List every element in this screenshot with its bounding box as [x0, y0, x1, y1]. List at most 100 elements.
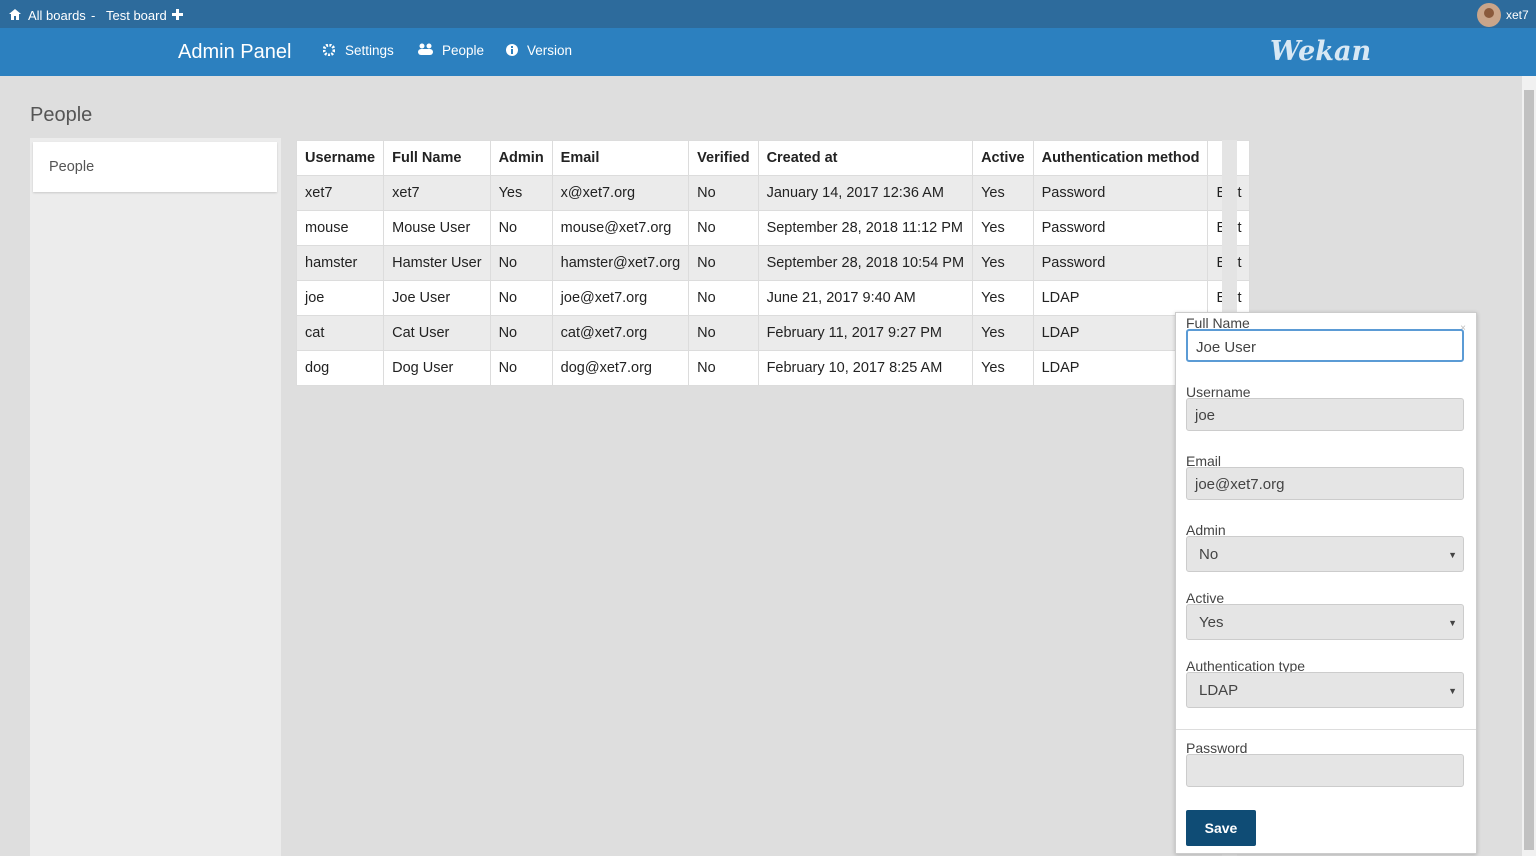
nav-link[interactable]: All boards — [28, 8, 86, 23]
table-cell: dog@xet7.org — [551, 350, 690, 386]
column-header: Verified — [688, 140, 759, 176]
scrollbar — [1522, 76, 1536, 856]
avatar[interactable] — [1477, 3, 1501, 27]
table-cell: cat@xet7.org — [551, 315, 690, 351]
header: Admin Panel Settings People Version Weka… — [0, 28, 1536, 76]
edit-user-popup: × Full Name Joe User Username joe Email joe@x… — [1175, 312, 1477, 854]
close[interactable]: × — [1460, 323, 1466, 334]
table-cell: No — [688, 175, 759, 211]
home-icon — [9, 9, 21, 20]
header-title: Admin Panel — [178, 41, 292, 63]
table-cell: xet7 — [295, 175, 385, 211]
column-header: Active — [972, 140, 1034, 176]
table-cell: x@xet7.org — [551, 175, 690, 211]
column-header: Created at — [757, 140, 974, 176]
column-header: Full Name — [383, 140, 491, 176]
text-input[interactable] — [1186, 754, 1464, 787]
table-cell: xet7 — [383, 175, 491, 211]
column-header: Admin — [489, 140, 553, 176]
table-cell: No — [489, 350, 553, 386]
nav-people[interactable]: People — [442, 43, 485, 58]
separator: - — [91, 8, 96, 23]
field-label: Active — [1186, 590, 1225, 606]
column-header: Authentication method — [1032, 140, 1209, 176]
table-row: cat Cat User No cat@xet7.org No February 11, … — [295, 315, 1251, 351]
table-cell: joe — [295, 280, 385, 316]
nav-version[interactable]: Version — [527, 43, 573, 58]
table-cell: Yes — [972, 280, 1034, 316]
table-cell: February 11, 2017 9:27 PM — [757, 315, 974, 351]
logo: Wekan — [1270, 36, 1372, 67]
field-label: Email — [1186, 453, 1222, 469]
field-label: Username — [1186, 384, 1251, 400]
field-label: Password — [1186, 740, 1248, 756]
sidebar: People — [30, 138, 281, 856]
dropdown-arrow: ▼ — [1448, 550, 1457, 560]
table-cell: No — [688, 350, 759, 386]
dropdown-arrow: ▼ — [1448, 686, 1457, 696]
sidebar-item[interactable]: People — [33, 142, 277, 192]
table-cell: Cat User — [383, 315, 491, 351]
table-cell: Password — [1032, 210, 1209, 246]
field-label: Full Name — [1186, 315, 1250, 331]
table-cell: No — [489, 280, 553, 316]
text-input[interactable]: joe — [1186, 398, 1464, 431]
top-bar: All boards - Test board xet7 — [0, 0, 1536, 28]
people-table: Username Full Name Admin Email Verified Creat… — [295, 140, 1251, 386]
table-cell: February 10, 2017 8:25 AM — [757, 350, 974, 386]
table-cell: Yes — [972, 175, 1034, 211]
table-cell: Yes — [972, 245, 1034, 281]
table-cell: Password — [1032, 245, 1209, 281]
table-cell: Yes — [489, 175, 553, 211]
table-row: hamster Hamster User No hamster@xet7.org No S… — [295, 245, 1251, 281]
table-cell: hamster@xet7.org — [551, 245, 690, 281]
dropdown-arrow: ▼ — [1448, 618, 1457, 628]
text-input[interactable]: Joe User — [1186, 329, 1464, 362]
table-cell: September 28, 2018 10:54 PM — [757, 245, 974, 281]
select-field[interactable]: Yes ▼ — [1186, 604, 1464, 640]
select-field[interactable]: No ▼ — [1186, 536, 1464, 572]
table-cell: No — [489, 315, 553, 351]
select-field[interactable]: LDAP ▼ — [1186, 672, 1464, 708]
table-cell: No — [489, 245, 553, 281]
info-icon — [506, 44, 518, 56]
table-row: joe Joe User No joe@xet7.org No June 21, 2017… — [295, 280, 1251, 316]
table-cell: Joe User — [383, 280, 491, 316]
table-cell: September 28, 2018 11:12 PM — [757, 210, 974, 246]
table-cell: No — [688, 210, 759, 246]
table-cell: dog — [295, 350, 385, 386]
save-button[interactable]: Save — [1186, 810, 1256, 846]
table-cell: No — [489, 210, 553, 246]
table-cell: mouse — [295, 210, 385, 246]
table-cell: cat — [295, 315, 385, 351]
table-row: mouse Mouse User No mouse@xet7.org No Septemb… — [295, 210, 1251, 246]
column-header: Username — [295, 140, 385, 176]
divider — [1176, 729, 1476, 730]
table-cell: June 21, 2017 9:40 AM — [757, 280, 974, 316]
table-cell: LDAP — [1032, 280, 1209, 316]
table-cell: Yes — [972, 210, 1034, 246]
table-cell: mouse@xet7.org — [551, 210, 690, 246]
field-label: Authentication type — [1186, 658, 1306, 674]
table-row: dog Dog User No dog@xet7.org No February 10, … — [295, 350, 1251, 386]
text-input[interactable]: joe@xet7.org — [1186, 467, 1464, 500]
sidebar-label[interactable]: People — [49, 159, 95, 175]
nav-settings[interactable]: Settings — [345, 43, 394, 58]
settings-icon — [323, 44, 335, 56]
table-cell: Mouse User — [383, 210, 491, 246]
user-name[interactable]: xet7 — [1506, 8, 1529, 22]
table-cell: No — [688, 280, 759, 316]
table-cell: joe@xet7.org — [551, 280, 690, 316]
add-icon[interactable] — [172, 9, 183, 20]
table-cell: hamster — [295, 245, 385, 281]
nav-link[interactable]: Test board — [106, 8, 167, 23]
table-cell: Yes — [972, 350, 1034, 386]
table-cell: No — [688, 245, 759, 281]
people-icon — [418, 43, 433, 55]
table-cell: No — [688, 315, 759, 351]
table-cell: Dog User — [383, 350, 491, 386]
table-row: xet7 xet7 Yes x@xet7.org No January 14, 2017 … — [295, 175, 1251, 211]
table-cell: January 14, 2017 12:36 AM — [757, 175, 974, 211]
table-cell: Yes — [972, 315, 1034, 351]
